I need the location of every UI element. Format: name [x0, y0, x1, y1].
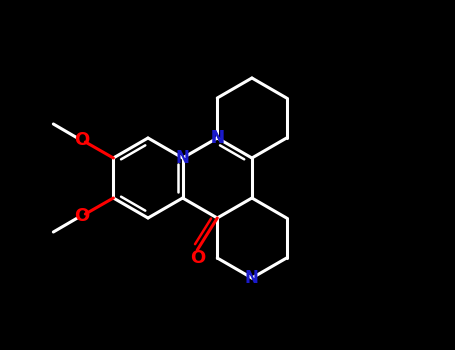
Text: O: O [190, 249, 205, 267]
Text: N: N [245, 269, 259, 287]
Text: N: N [176, 149, 190, 167]
Text: N: N [210, 129, 224, 147]
Text: N: N [210, 129, 224, 147]
Text: O: O [74, 207, 89, 225]
Text: O: O [74, 131, 89, 149]
